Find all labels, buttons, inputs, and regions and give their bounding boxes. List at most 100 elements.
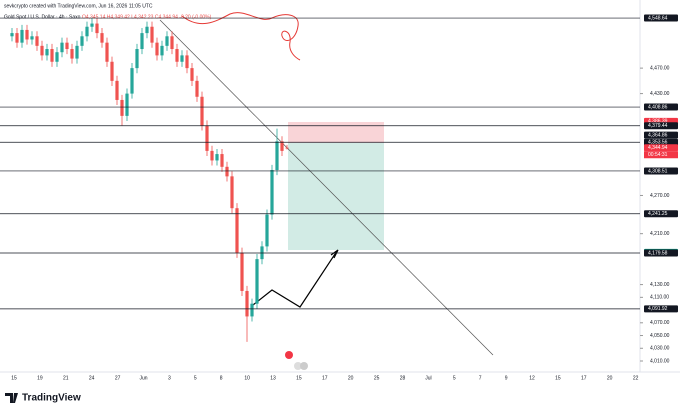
price-label: 4,344.94 xyxy=(648,145,668,151)
y-tick-label: 4,130.00 xyxy=(650,282,670,288)
price-label: 4,091.92 xyxy=(648,306,668,312)
x-tick-label: 17 xyxy=(322,375,328,381)
x-tick-label: 13 xyxy=(270,375,276,381)
candle-body xyxy=(50,49,54,62)
candle-body xyxy=(230,176,234,209)
candle-body xyxy=(60,42,64,53)
x-tick-label: 15 xyxy=(296,375,302,381)
x-tick-label: 5 xyxy=(453,375,456,381)
price-label: 4,179.58 xyxy=(648,250,668,256)
price-label: 4,408.86 xyxy=(648,104,668,110)
price-label: 4,379.44 xyxy=(648,123,668,129)
candle-body xyxy=(175,49,179,62)
candle-body xyxy=(15,33,19,43)
x-tick-label: 3 xyxy=(168,375,171,381)
price-label-box xyxy=(644,210,678,218)
candle-body xyxy=(250,303,254,317)
candle-body xyxy=(150,26,154,43)
brand-logo xyxy=(5,393,18,403)
price-label-box xyxy=(644,103,678,111)
candle-body xyxy=(155,42,159,56)
y-tick-label: 4,030.00 xyxy=(650,346,670,352)
candle-body xyxy=(130,68,134,94)
stop-zone xyxy=(288,122,384,143)
x-tick-label: 25 xyxy=(374,375,380,381)
candle-body xyxy=(30,36,34,40)
candle-body xyxy=(215,154,219,161)
target-zone xyxy=(288,143,384,250)
candle-body xyxy=(170,36,174,50)
trendline xyxy=(159,19,494,356)
x-tick-label: 28 xyxy=(400,375,406,381)
candle-body xyxy=(95,23,99,34)
y-tick-label: 4,270.00 xyxy=(650,193,670,199)
x-tick-label: Jul xyxy=(425,375,431,381)
candle-body xyxy=(20,29,24,43)
candle-body xyxy=(210,150,214,161)
price-label: 4,548.64 xyxy=(648,15,668,21)
y-tick-label: 4,470.00 xyxy=(650,65,670,71)
candle-body xyxy=(105,42,109,62)
x-tick-label: 19 xyxy=(37,375,43,381)
countdown-box xyxy=(644,151,678,159)
x-tick-label: 27 xyxy=(115,375,121,381)
candle-body xyxy=(70,49,74,59)
candle-body xyxy=(35,36,39,46)
brand: TradingView xyxy=(22,393,81,404)
y-tick-label: 4,050.00 xyxy=(650,333,670,339)
candle-body xyxy=(185,55,189,69)
candle-body xyxy=(120,99,124,116)
price-label: 4,364.86 xyxy=(648,132,668,138)
candle-body xyxy=(25,29,29,40)
event-icon xyxy=(300,362,308,370)
y-tick-label: 4,010.00 xyxy=(650,358,670,364)
x-tick-label: 22 xyxy=(633,375,639,381)
y-tick-label: 4,210.00 xyxy=(650,231,670,237)
ohlc: O4,345.14 H4,349.42 L4,342.23 C4,344.94 … xyxy=(82,14,212,20)
x-tick-label: 21 xyxy=(63,375,69,381)
candle-body xyxy=(80,36,84,46)
countdown: 00:54:31 xyxy=(648,152,668,158)
price-label-box xyxy=(644,144,678,152)
candle-body xyxy=(110,61,114,81)
candle-body xyxy=(195,80,199,97)
price-label: 4,241.25 xyxy=(648,211,668,217)
candle-body xyxy=(285,147,289,149)
x-tick-label: 5 xyxy=(194,375,197,381)
candle-body xyxy=(225,166,229,177)
candle-body xyxy=(160,45,164,56)
candle-body xyxy=(55,52,59,62)
candle-body xyxy=(45,49,49,56)
candle-body xyxy=(85,26,89,37)
x-tick-label: 20 xyxy=(348,375,354,381)
price-label: 4,353.56 xyxy=(648,140,668,146)
y-tick-label: 4,070.00 xyxy=(650,320,670,326)
candle-body xyxy=(125,93,129,116)
x-tick-label: 12 xyxy=(529,375,535,381)
price-label-box xyxy=(644,167,678,175)
x-tick-label: 15 xyxy=(11,375,17,381)
candle-body xyxy=(235,208,239,253)
candle-body xyxy=(65,42,69,50)
candle-body xyxy=(140,33,144,50)
candle-body xyxy=(180,55,184,62)
candle-body xyxy=(265,214,269,247)
candle-body xyxy=(90,23,94,27)
price-label-box xyxy=(644,122,678,130)
candle-body xyxy=(240,252,244,291)
candle-body xyxy=(40,45,44,56)
price-label-box xyxy=(644,249,678,257)
candle-body xyxy=(10,33,14,37)
event-icon xyxy=(285,351,293,359)
price-label-box xyxy=(644,305,678,313)
scribble xyxy=(181,12,301,61)
candle-body xyxy=(205,125,209,151)
candle-body xyxy=(75,45,79,59)
candle-body xyxy=(190,68,194,81)
x-tick-label: 17 xyxy=(581,375,587,381)
x-tick-label: 24 xyxy=(89,375,95,381)
price-label: 4,308.51 xyxy=(648,168,668,174)
x-tick-label: 8 xyxy=(220,375,223,381)
candle-body xyxy=(270,169,274,215)
